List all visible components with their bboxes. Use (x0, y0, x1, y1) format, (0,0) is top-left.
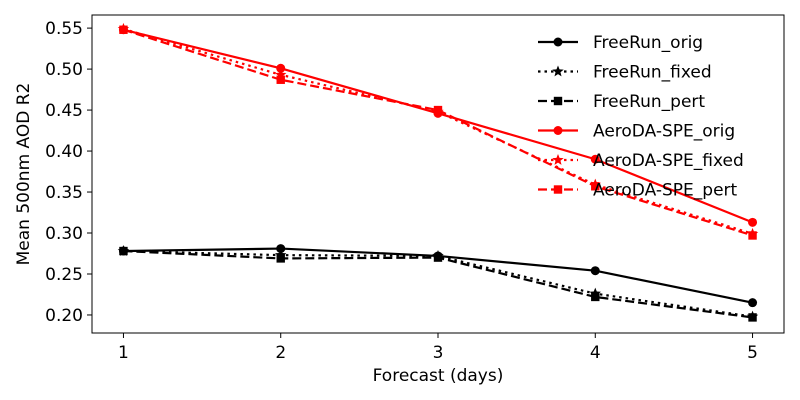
legend-item: FreeRun_fixed (538, 63, 712, 83)
y-tick-label: 0.55 (45, 19, 83, 39)
legend-label: FreeRun_pert (593, 92, 705, 112)
legend-item: AeroDA-SPE_orig (538, 122, 735, 142)
data-point (748, 231, 757, 240)
data-point (433, 253, 443, 262)
legend-marker (552, 154, 564, 165)
legend-item: AeroDA-SPE_pert (538, 181, 738, 201)
x-tick-label: 5 (747, 343, 758, 363)
data-point (590, 154, 600, 164)
legend: FreeRun_orig FreeRun_fixed FreeRun_pert Aer… (538, 33, 744, 201)
data-point (276, 254, 285, 263)
legend-marker (553, 37, 563, 47)
series-FreeRun_pert (119, 246, 757, 322)
y-tick-label: 0.50 (45, 60, 83, 80)
legend-label: FreeRun_orig (593, 33, 703, 53)
x-tick-label: 3 (433, 343, 444, 363)
data-point (276, 75, 285, 84)
x-axis-label: Forecast (days) (373, 366, 504, 386)
data-point (276, 244, 286, 254)
series-line (123, 249, 753, 318)
y-tick-label: 0.20 (45, 306, 83, 326)
series-AeroDA-SPE_pert (119, 25, 757, 240)
y-tick-label: 0.30 (45, 224, 83, 244)
data-point (275, 68, 287, 80)
plot-area (117, 22, 759, 322)
legend-label: FreeRun_fixed (593, 63, 712, 83)
x-tick-label: 4 (590, 343, 601, 363)
legend-marker (553, 126, 563, 135)
y-tick-label: 0.25 (45, 265, 83, 285)
x-axis: 1 2 3 4 5 (118, 333, 758, 363)
data-point (748, 298, 758, 308)
legend-label: AeroDA-SPE_orig (593, 122, 735, 142)
data-point (119, 25, 128, 34)
data-point (748, 313, 757, 322)
y-tick-label: 0.35 (45, 183, 83, 203)
x-tick-label: 1 (118, 343, 129, 363)
legend-marker (553, 185, 563, 194)
legend-marker (553, 96, 563, 106)
data-point (119, 246, 128, 256)
y-tick-label: 0.40 (45, 142, 83, 162)
data-point (591, 182, 600, 191)
data-point (276, 63, 286, 73)
data-point (433, 105, 443, 115)
y-tick-label: 0.45 (45, 101, 83, 121)
data-point (748, 217, 758, 227)
data-point (590, 266, 600, 276)
y-axis-label: Mean 500nm AOD R2 (14, 83, 34, 266)
x-tick-label: 2 (275, 343, 286, 363)
data-point (591, 292, 600, 302)
legend-item: FreeRun_pert (538, 92, 705, 112)
y-axis: 0.20 0.25 0.30 0.35 0.40 0.45 0.50 0.55 (45, 19, 92, 326)
legend-item: FreeRun_orig (538, 33, 703, 53)
legend-item: AeroDA-SPE_fixed (538, 151, 744, 171)
legend-label: AeroDA-SPE_pert (593, 181, 738, 201)
legend-marker (552, 65, 564, 77)
legend-label: AeroDA-SPE_fixed (593, 151, 744, 171)
